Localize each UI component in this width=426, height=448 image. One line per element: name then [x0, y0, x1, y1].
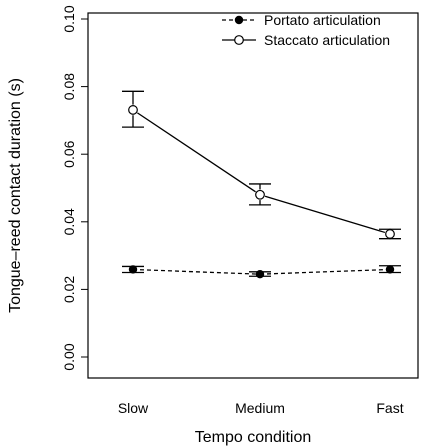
series-line-segment [264, 195, 386, 234]
plot-frame [87, 12, 419, 379]
x-tick-label: Medium [235, 400, 285, 416]
series-staccato [122, 90, 401, 240]
series-portato [122, 265, 401, 279]
y-tick-label: 0.00 [61, 343, 77, 370]
y-tick-label: 0.04 [61, 208, 77, 235]
legend-label: Staccato articulation [264, 32, 390, 48]
data-point [255, 189, 265, 200]
series-line-segment [137, 112, 256, 193]
x-tick-label: Fast [376, 400, 403, 416]
data-point [128, 265, 138, 274]
legend-marker [234, 35, 244, 45]
data-point [385, 229, 395, 239]
data-point [385, 265, 395, 274]
legend-label: Portato articulation [264, 12, 381, 28]
y-tick-label: 0.02 [61, 276, 77, 303]
y-axis-label: Tongue–reed contact duration (s) [7, 78, 24, 313]
legend-marker [234, 15, 244, 25]
legend-entry: Portato articulation [222, 12, 381, 28]
series-line-segment [132, 268, 261, 275]
error-bar [122, 90, 144, 128]
legend-entry: Staccato articulation [222, 32, 390, 48]
x-axis-label: Tempo condition [195, 429, 312, 446]
series-line-segment [259, 268, 391, 275]
y-tick-label: 0.06 [61, 140, 77, 167]
x-tick-label: Slow [118, 400, 149, 416]
y-tick-label: 0.08 [61, 73, 77, 100]
data-point [255, 269, 265, 279]
error-bar [249, 183, 271, 206]
y-tick-label: 0.10 [61, 5, 77, 32]
data-point [128, 105, 138, 115]
